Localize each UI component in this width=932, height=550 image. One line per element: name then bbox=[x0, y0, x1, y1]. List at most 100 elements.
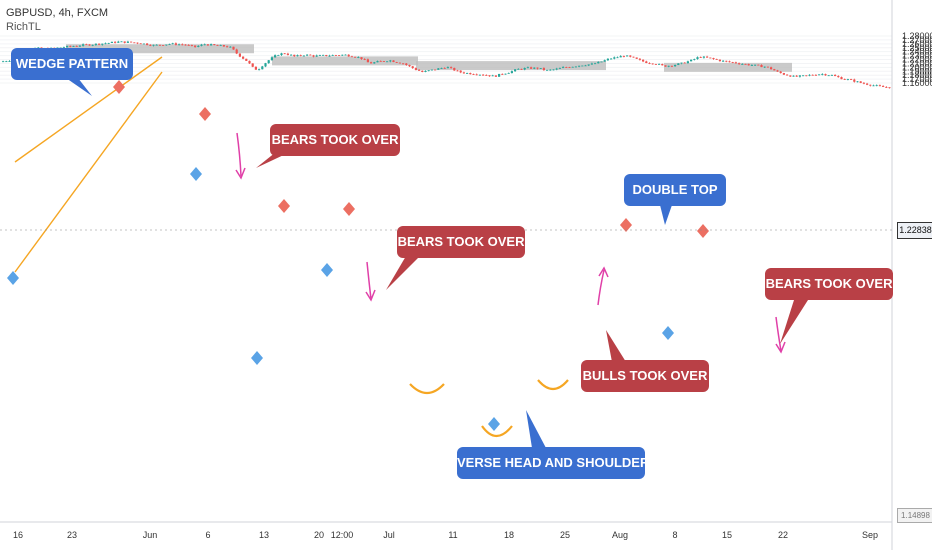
bears-took-over-label: BEARS TOOK OVER bbox=[270, 124, 400, 156]
callout-pointer bbox=[256, 152, 290, 168]
y-tick-label: 1.16000 bbox=[902, 78, 932, 88]
candle-body bbox=[709, 57, 712, 59]
candle-body bbox=[440, 68, 443, 69]
y-tick-label: 1.18000 bbox=[902, 70, 932, 80]
candle-body bbox=[261, 66, 264, 70]
candle-body bbox=[37, 47, 40, 49]
author-name: RichTL bbox=[6, 21, 41, 33]
candle-body bbox=[322, 54, 325, 56]
candle-body bbox=[478, 74, 481, 76]
candle-body bbox=[638, 58, 641, 60]
candle-body bbox=[670, 65, 673, 67]
candle-body bbox=[418, 69, 421, 71]
candle-body bbox=[450, 67, 453, 68]
candle-body bbox=[85, 44, 88, 46]
candle-body bbox=[571, 66, 574, 68]
candle-body bbox=[434, 69, 437, 71]
y-tick-label: 1.25000 bbox=[902, 43, 932, 53]
candle-body bbox=[392, 60, 395, 63]
candle-body bbox=[747, 64, 750, 66]
candle-body bbox=[72, 46, 75, 47]
x-tick-label: Aug bbox=[612, 530, 628, 540]
candle-body bbox=[338, 55, 341, 57]
candle-body bbox=[827, 75, 830, 77]
candle-body bbox=[485, 75, 488, 76]
candle-body bbox=[526, 67, 529, 69]
candle-body bbox=[472, 74, 475, 75]
price-axis[interactable]: 1.280001.270001.260001.250001.240001.230… bbox=[902, 31, 932, 88]
candle-body bbox=[718, 59, 721, 62]
candle-body bbox=[658, 63, 661, 65]
candle-body bbox=[366, 59, 369, 63]
candle-body bbox=[821, 74, 824, 75]
candle-body bbox=[862, 82, 865, 84]
candle-body bbox=[597, 61, 600, 64]
candle-body bbox=[715, 58, 718, 60]
candle-body bbox=[152, 44, 155, 46]
candle-body bbox=[139, 43, 142, 45]
candle-body bbox=[859, 81, 862, 83]
candle-body bbox=[232, 46, 235, 50]
candle-body bbox=[594, 63, 597, 65]
candle-body bbox=[133, 42, 136, 44]
candle-body bbox=[82, 44, 85, 46]
x-tick-label: Jul bbox=[383, 530, 395, 540]
candle-body bbox=[267, 60, 270, 64]
candle-body bbox=[494, 75, 497, 77]
candle-body bbox=[542, 68, 545, 70]
x-tick-label: 25 bbox=[560, 530, 570, 540]
candle-body bbox=[389, 60, 392, 62]
x-tick-label: Sep bbox=[862, 530, 878, 540]
candle-body bbox=[683, 62, 686, 64]
candle-body bbox=[696, 57, 699, 60]
candle-body bbox=[814, 74, 817, 76]
candle-body bbox=[750, 65, 753, 66]
support-resistance-zone bbox=[664, 62, 792, 72]
y-tick-label: 1.26000 bbox=[902, 39, 932, 49]
left-shoulder-cup bbox=[409, 383, 445, 395]
candle-body bbox=[546, 69, 549, 71]
candle-body bbox=[331, 55, 334, 56]
candle-body bbox=[254, 66, 257, 70]
bulls-took-over-label: BULLS TOOK OVER bbox=[581, 360, 709, 392]
candle-body bbox=[69, 45, 72, 47]
candle-body bbox=[235, 49, 238, 54]
wedge-pattern-label: WEDGE PATTERN bbox=[11, 48, 133, 80]
top-marker bbox=[697, 224, 709, 238]
candle-body bbox=[200, 44, 203, 46]
candle-body bbox=[2, 61, 5, 63]
candle-body bbox=[59, 47, 62, 49]
bears-took-over-label: BEARS TOOK OVER bbox=[397, 226, 525, 258]
candle-body bbox=[699, 57, 702, 58]
candle-body bbox=[238, 53, 241, 57]
candle-body bbox=[626, 55, 629, 57]
candle-body bbox=[91, 44, 94, 46]
candle-body bbox=[360, 57, 363, 60]
candle-body bbox=[104, 43, 107, 45]
candle-body bbox=[376, 61, 379, 63]
candle-body bbox=[856, 81, 859, 83]
candle-body bbox=[222, 45, 225, 47]
candle-body bbox=[590, 63, 593, 65]
candle-body bbox=[347, 54, 350, 57]
candle-body bbox=[286, 53, 289, 55]
candle-body bbox=[600, 61, 603, 63]
candle-body bbox=[277, 55, 280, 56]
y-tick-label: 1.22000 bbox=[902, 55, 932, 65]
candle-body bbox=[315, 55, 318, 57]
candle-body bbox=[530, 67, 533, 69]
x-tick-label: Jun bbox=[143, 530, 158, 540]
candle-body bbox=[722, 60, 725, 62]
top-marker bbox=[113, 80, 125, 94]
top-marker bbox=[199, 107, 211, 121]
candle-body bbox=[75, 46, 78, 47]
candle-body bbox=[507, 72, 510, 74]
candle-body bbox=[574, 66, 577, 68]
candle-body bbox=[363, 59, 366, 60]
candle-body bbox=[117, 41, 120, 43]
candle-body bbox=[402, 63, 405, 65]
candle-body bbox=[280, 53, 283, 56]
candle-body bbox=[408, 64, 411, 67]
time-axis[interactable]: 16 23 Jun 6 13 20 12:00 Jul 11 18 25 Aug 8 15 22 Sep bbox=[13, 530, 878, 540]
